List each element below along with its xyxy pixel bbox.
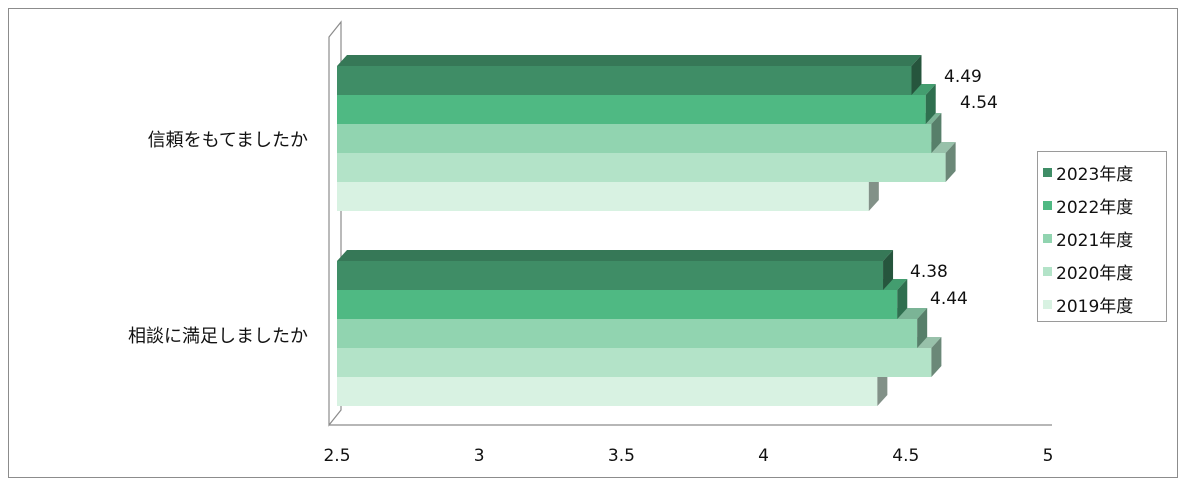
bar-0-2	[337, 124, 932, 153]
x-tick-label-2: 3.5	[608, 446, 635, 463]
legend-label-2023: 2023年度	[1056, 164, 1134, 185]
data-label-0-1: 4.54	[960, 93, 998, 113]
legend-item-2020: 2020年度	[1043, 256, 1133, 286]
bar-0-0	[337, 66, 912, 95]
x-tick-label-5: 5	[1043, 446, 1054, 463]
bar-side-1-1	[897, 279, 908, 319]
bar-top-1-0	[337, 250, 894, 261]
legend-label-2020: 2020年度	[1056, 263, 1134, 284]
legend-label-2021: 2021年度	[1056, 230, 1134, 251]
legend-swatch-2019	[1043, 299, 1052, 309]
bar-1-0	[337, 261, 884, 290]
bar-side-1-3	[931, 337, 942, 377]
legend-swatch-2020	[1043, 266, 1052, 276]
bar-0-3	[337, 153, 946, 182]
category-label-0: 信頼をもてましたか	[148, 130, 308, 151]
data-label-1-1: 4.44	[930, 289, 968, 309]
x-tick-label-1: 3	[474, 446, 485, 463]
x-tick-label-4: 4.5	[892, 446, 919, 463]
legend-swatch-2023	[1043, 167, 1052, 177]
legend-item-2022: 2022年度	[1043, 190, 1133, 220]
legend-swatch-2021	[1043, 233, 1052, 243]
data-label-0-0: 4.49	[944, 67, 982, 87]
x-tick-label-3: 4	[758, 446, 769, 463]
bar-0-1	[337, 95, 926, 124]
data-label-1-0: 4.38	[910, 262, 948, 282]
legend-swatch-2022	[1043, 200, 1052, 210]
x-tick-label-0: 2.5	[323, 446, 350, 463]
bar-side-0-1	[925, 84, 936, 124]
bar-1-2	[337, 319, 918, 348]
legend: 2023年度 2022年度 2021年度 2020年度 2019年度	[1037, 151, 1167, 322]
legend-label-2019: 2019年度	[1056, 296, 1134, 317]
bar-side-0-3	[945, 142, 956, 182]
bar-side-0-2	[931, 113, 942, 153]
bar-top-0-0	[337, 55, 922, 66]
legend-item-2023: 2023年度	[1043, 157, 1133, 187]
bar-1-4	[337, 377, 878, 406]
bar-0-4	[337, 182, 869, 211]
legend-item-2021: 2021年度	[1043, 223, 1133, 253]
bar-1-1	[337, 290, 898, 319]
legend-item-2019: 2019年度	[1043, 289, 1133, 319]
bar-side-1-2	[917, 308, 928, 348]
legend-label-2022: 2022年度	[1056, 197, 1134, 218]
bar-side-0-0	[911, 55, 922, 95]
bar-1-3	[337, 348, 932, 377]
category-label-1: 相談に満足しましたか	[128, 326, 308, 347]
bar-side-1-0	[883, 250, 894, 290]
